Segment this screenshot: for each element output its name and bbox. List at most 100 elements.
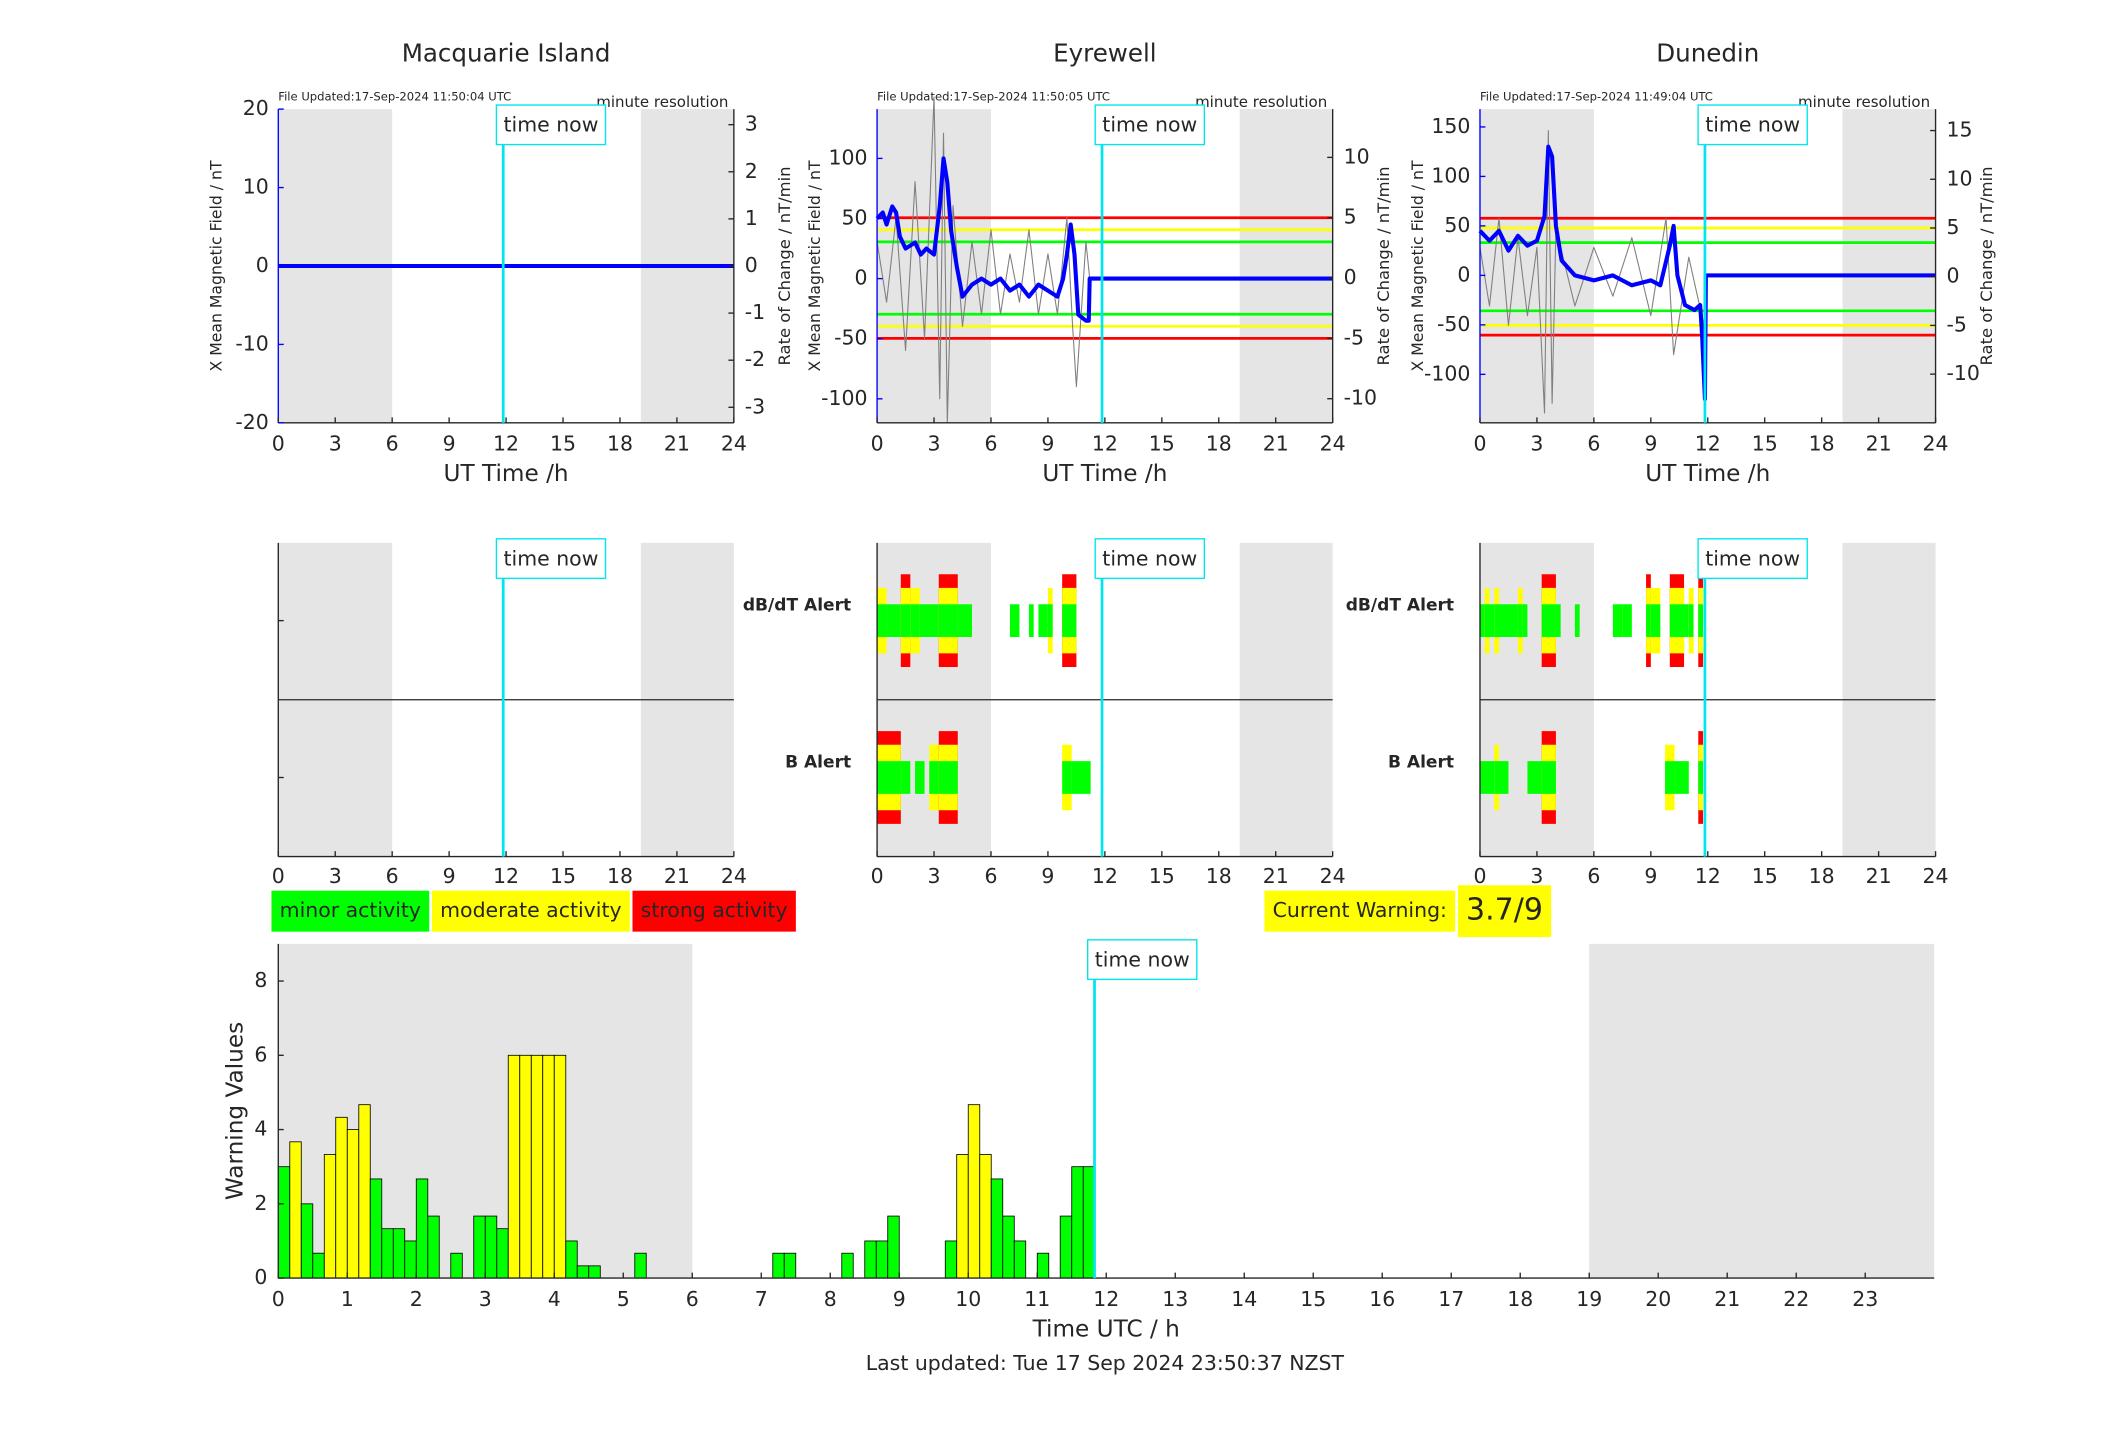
x-tick-label: 10: [955, 1287, 981, 1311]
alert-block: [1646, 604, 1651, 637]
y-tick-label: 8: [254, 968, 267, 992]
x-tick-label: 0: [1473, 432, 1486, 456]
alert-block: [1517, 604, 1523, 637]
legend-label: moderate activity: [440, 898, 621, 922]
y2-axis-label: Rate of Change / nT/min: [1374, 167, 1393, 366]
x-tick-label: 3: [329, 864, 342, 888]
alert-block: [1009, 604, 1020, 637]
bar: [369, 1178, 383, 1279]
time-now-label: time now: [504, 546, 599, 570]
x-tick-label: 21: [664, 432, 690, 456]
time-now-box: [1697, 538, 1808, 580]
alert-block: [1522, 604, 1528, 637]
y-tick-label: 0: [1457, 262, 1470, 286]
bar: [300, 1203, 314, 1279]
series-line: [876, 96, 1333, 424]
alert-block: [1498, 604, 1518, 637]
x-tick-label: 9: [443, 432, 456, 456]
night-shade: [1479, 109, 1594, 423]
alert-block: [915, 761, 925, 794]
alert-block: [886, 604, 901, 637]
bar: [1013, 1240, 1027, 1279]
row-label: B Alert: [1388, 752, 1454, 772]
y2-tick-label: 1: [745, 206, 758, 230]
alert-block: [1062, 604, 1077, 637]
y2-tick-label: 3: [745, 112, 758, 136]
time-now-label: time now: [1095, 947, 1190, 971]
bar: [335, 1116, 348, 1279]
x-tick-label: 18: [1206, 864, 1232, 888]
y2-tick-label: 10: [1946, 166, 1972, 190]
x-tick-label: 16: [1369, 1287, 1395, 1311]
bar: [875, 1240, 889, 1279]
x-tick-label: 9: [893, 1287, 906, 1311]
night-shade: [1589, 943, 1935, 1279]
bar: [1036, 1252, 1050, 1279]
bar: [887, 1215, 900, 1279]
alert-block: [938, 604, 958, 637]
alert-block: [1698, 761, 1704, 794]
warning-value: 3.7/9: [1466, 893, 1543, 928]
alert-block: [938, 761, 958, 794]
x-tick-label: 12: [493, 864, 519, 888]
x-axis-label: UT Time /h: [444, 460, 569, 487]
x-tick-label: 12: [1092, 864, 1118, 888]
y-tick-label: -100: [1424, 361, 1470, 385]
alert-block: [1688, 604, 1694, 637]
resolution: minute resolution: [1798, 93, 1930, 111]
y-tick-label: -50: [834, 326, 867, 350]
row-label: dB/dT Alert: [743, 596, 851, 616]
bar: [990, 1178, 1004, 1279]
y2-tick-label: 15: [1946, 118, 1972, 142]
y-tick-label: 100: [828, 145, 867, 169]
x-tick-label: 5: [617, 1287, 630, 1311]
alert-block: [1665, 761, 1675, 794]
x-tick-label: 6: [1587, 864, 1600, 888]
x-tick-label: 24: [721, 432, 747, 456]
bar: [565, 1240, 578, 1279]
time-now-label: time now: [504, 112, 599, 136]
chart-title: Eyrewell: [1053, 39, 1157, 68]
x-tick-label: 20: [1645, 1287, 1671, 1311]
alert-block: [1574, 604, 1580, 637]
y-tick-label: 0: [855, 266, 868, 290]
x-tick-label: 1: [341, 1287, 354, 1311]
x-tick-label: 15: [1300, 1287, 1326, 1311]
x-tick-label: 0: [272, 864, 285, 888]
x-tick-label: 13: [1162, 1287, 1188, 1311]
legend-swatch: [431, 890, 630, 932]
x-tick-label: 24: [1320, 864, 1346, 888]
time-now-box: [495, 104, 607, 146]
footer: Last updated: Tue 17 Sep 2024 23:50:37 N…: [866, 1351, 1345, 1375]
y2-tick-label: -1: [745, 300, 765, 324]
x-tick-label: 15: [1149, 432, 1175, 456]
alert-block: [910, 604, 920, 637]
x-tick-label: 19: [1576, 1287, 1602, 1311]
y2-tick-label: 0: [745, 253, 758, 277]
bar: [634, 1252, 647, 1279]
y-tick-label: -50: [1437, 312, 1470, 336]
y-tick-label: 50: [1444, 213, 1470, 237]
x-tick-label: 12: [1695, 864, 1721, 888]
x-tick-label: 12: [1092, 432, 1118, 456]
warning-box: [1264, 890, 1456, 932]
y2-axis-label: Rate of Change / nT/min: [775, 167, 794, 366]
bar: [944, 1240, 958, 1279]
y-tick-label: -20: [235, 410, 268, 434]
x-tick-label: 6: [1587, 432, 1600, 456]
alert-block: [1669, 604, 1685, 637]
y2-tick-label: 0: [1344, 265, 1357, 289]
x-tick-label: 3: [1530, 432, 1543, 456]
x-tick-label: 21: [1263, 864, 1289, 888]
time-now-box: [1094, 538, 1206, 580]
x-tick-label: 14: [1231, 1287, 1257, 1311]
x-tick-label: 15: [550, 864, 576, 888]
x-tick-label: 9: [1644, 432, 1657, 456]
bar: [496, 1228, 509, 1279]
y-tick-label: -10: [235, 331, 268, 355]
series-line: [1478, 144, 1936, 402]
bar: [450, 1252, 463, 1279]
x-tick-label: 22: [1783, 1287, 1809, 1311]
x-tick-label: 9: [1041, 432, 1054, 456]
